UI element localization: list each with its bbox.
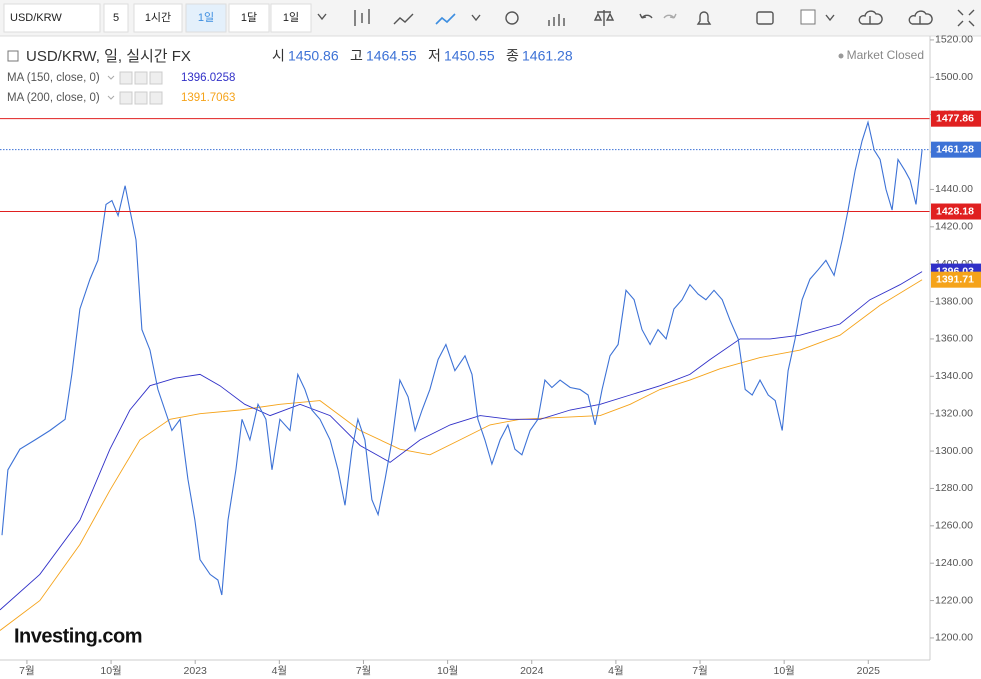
price-label: 1428.18 xyxy=(936,205,974,217)
interval-button[interactable] xyxy=(103,3,129,33)
interval-label[interactable]: 1시간 xyxy=(145,11,171,24)
interval-label[interactable]: 5 xyxy=(113,12,119,24)
series-line xyxy=(0,271,923,611)
y-tick-label: 1500.00 xyxy=(935,71,973,83)
y-tick-label: 1440.00 xyxy=(935,183,973,195)
ohlc-value: 1464.55 xyxy=(366,48,417,64)
price-box xyxy=(931,203,981,220)
last-value-box xyxy=(931,271,981,288)
x-tick-label: 10월 xyxy=(100,665,121,677)
y-tick-label: 1220.00 xyxy=(935,594,973,606)
settings-icon[interactable] xyxy=(505,11,519,25)
market-status: Market Closed xyxy=(847,48,924,62)
ohlc-label: 저 xyxy=(428,48,441,64)
x-tick-label: 4월 xyxy=(272,665,288,677)
toolbar-icons xyxy=(317,9,975,27)
interval-button[interactable] xyxy=(228,3,270,33)
compare-icon[interactable] xyxy=(593,10,615,26)
y-tick-label: 1300.00 xyxy=(935,445,973,457)
status-dot xyxy=(838,53,844,59)
x-tick-label: 7월 xyxy=(356,665,372,677)
x-tick-label: 10월 xyxy=(773,665,794,677)
interval-label[interactable]: 1일 xyxy=(283,10,299,24)
x-tick-label: 4월 xyxy=(608,665,624,677)
line-icon[interactable] xyxy=(435,13,456,25)
y-tick-label: 1340.00 xyxy=(935,370,973,382)
interval-button[interactable] xyxy=(270,3,312,33)
y-tick-label: 1320.00 xyxy=(935,407,973,419)
study-value: 1396.0258 xyxy=(181,72,235,84)
y-tick-label: 1240.00 xyxy=(935,557,973,569)
dropdown-icon[interactable] xyxy=(471,14,481,22)
download-icon[interactable] xyxy=(858,10,883,25)
color-icon[interactable] xyxy=(800,9,816,25)
area-icon[interactable] xyxy=(393,13,414,25)
ohlc-value: 1450.86 xyxy=(288,48,339,64)
interval-buttons: 5 1시간 1일 1달 1일 xyxy=(103,3,312,33)
study-button[interactable] xyxy=(149,71,163,85)
collapse-icon[interactable] xyxy=(7,50,19,62)
study-button[interactable] xyxy=(134,71,148,85)
y-tick-label: 1360.00 xyxy=(935,333,973,345)
study-button[interactable] xyxy=(149,91,163,105)
y-tick-label: 1280.00 xyxy=(935,482,973,494)
y-tick-label: 1260.00 xyxy=(935,520,973,532)
interval-label[interactable]: 1일 xyxy=(198,10,214,24)
study-button[interactable] xyxy=(134,91,148,105)
studies: MA (150, close, 0) 1396.0258 MA (200, clos… xyxy=(7,71,235,105)
x-tick-label: 10월 xyxy=(437,665,458,677)
y-tick-label: 1520.00 xyxy=(935,34,973,46)
indicator-icon[interactable] xyxy=(548,14,565,26)
study-dropdown[interactable] xyxy=(107,95,115,100)
price-label: 1477.86 xyxy=(936,112,974,124)
alert-icon[interactable] xyxy=(696,11,712,25)
x-tick-label: 2024 xyxy=(520,665,544,677)
dropdown-icon[interactable] xyxy=(825,14,835,22)
x-tick-label: 2025 xyxy=(857,665,881,677)
price-box xyxy=(931,110,981,127)
last-value-label: 1391.71 xyxy=(936,273,974,285)
y-tick-label: 1380.00 xyxy=(935,295,973,307)
x-tick-label: 7월 xyxy=(19,665,35,677)
ohlc-value: 1450.55 xyxy=(444,48,495,64)
plot-area xyxy=(0,118,930,631)
logo: Investing.com xyxy=(14,625,142,647)
study-value: 1391.7063 xyxy=(181,92,235,104)
ohlc-label: 고 xyxy=(350,48,363,64)
symbol-box[interactable] xyxy=(3,3,101,33)
fullscreen-icon[interactable] xyxy=(957,9,975,27)
ohlc-value: 1461.28 xyxy=(522,48,573,64)
ohlc: 시 1450.86 고 1464.55 저 1450.55 종 1461.28 xyxy=(272,48,573,64)
ohlc-label: 시 xyxy=(272,48,285,64)
ohlc-label: 종 xyxy=(506,48,519,64)
price-box xyxy=(931,141,981,158)
y-tick-label: 1200.00 xyxy=(935,632,973,644)
study-button[interactable] xyxy=(119,71,133,85)
undo-icon[interactable] xyxy=(639,13,653,19)
study-name: MA (150, close, 0) xyxy=(7,72,100,84)
x-tick-label: 7월 xyxy=(692,665,708,677)
series-line xyxy=(1,120,923,596)
study-button[interactable] xyxy=(119,91,133,105)
symbol[interactable]: USD/KRW xyxy=(10,12,62,24)
interval-button[interactable] xyxy=(185,3,227,33)
candle-icon[interactable] xyxy=(354,9,370,26)
y-tick-label: 1420.00 xyxy=(935,221,973,233)
series-line xyxy=(0,279,923,631)
camera-icon[interactable] xyxy=(756,11,774,25)
study-dropdown[interactable] xyxy=(107,75,115,80)
upload-icon[interactable] xyxy=(908,10,933,25)
price-label: 1461.28 xyxy=(936,143,974,155)
redo-icon[interactable] xyxy=(663,13,677,19)
x-tick-label: 2023 xyxy=(184,665,208,677)
dropdown-icon[interactable] xyxy=(317,13,327,21)
study-name: MA (200, close, 0) xyxy=(7,92,100,104)
interval-label[interactable]: 1달 xyxy=(241,11,257,24)
legend-title: USD/KRW, 일, 실시간 FX xyxy=(26,48,191,65)
interval-button[interactable] xyxy=(133,3,183,33)
